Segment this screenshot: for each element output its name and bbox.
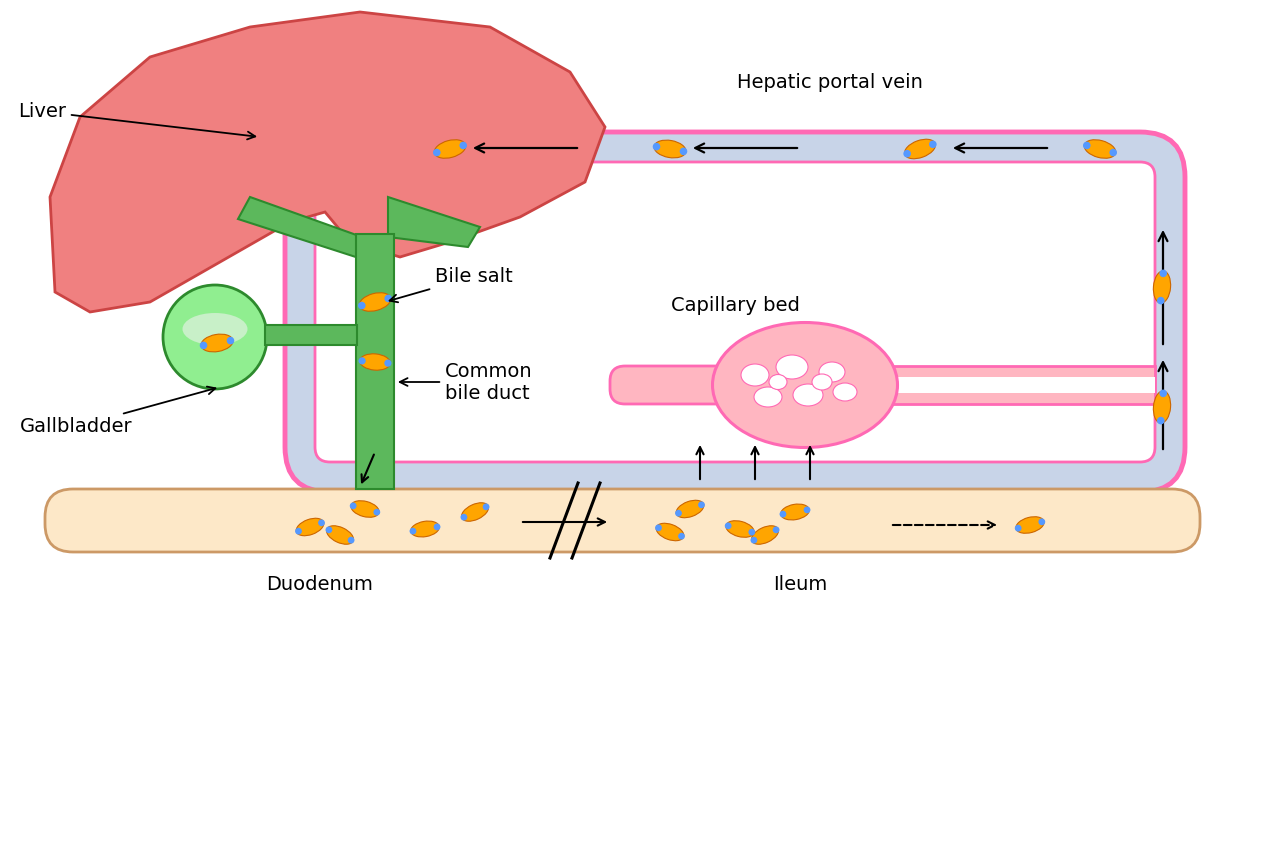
Circle shape — [200, 341, 207, 349]
Circle shape — [680, 147, 687, 155]
Circle shape — [1157, 296, 1165, 304]
Circle shape — [434, 523, 440, 530]
Circle shape — [929, 141, 937, 148]
Circle shape — [724, 523, 732, 529]
Circle shape — [653, 143, 660, 151]
Ellipse shape — [1016, 517, 1044, 534]
Circle shape — [1083, 141, 1091, 149]
Circle shape — [319, 519, 325, 526]
Ellipse shape — [751, 526, 778, 545]
Circle shape — [374, 509, 380, 516]
Circle shape — [1110, 149, 1117, 157]
FancyBboxPatch shape — [356, 234, 394, 489]
Ellipse shape — [296, 518, 324, 535]
Circle shape — [1160, 269, 1167, 277]
FancyBboxPatch shape — [45, 489, 1201, 552]
Ellipse shape — [360, 293, 390, 311]
Ellipse shape — [819, 362, 845, 382]
Circle shape — [1038, 518, 1046, 525]
Circle shape — [780, 511, 786, 518]
Circle shape — [384, 295, 392, 302]
Circle shape — [698, 501, 705, 508]
Ellipse shape — [812, 374, 832, 390]
Circle shape — [325, 527, 333, 534]
Ellipse shape — [654, 140, 686, 158]
Circle shape — [749, 529, 755, 535]
Text: Ileum: Ileum — [773, 575, 827, 595]
Circle shape — [678, 533, 685, 540]
FancyBboxPatch shape — [884, 377, 1155, 393]
Polygon shape — [238, 197, 362, 259]
Circle shape — [675, 510, 682, 517]
Circle shape — [227, 337, 234, 345]
Ellipse shape — [713, 323, 897, 447]
Ellipse shape — [351, 501, 379, 518]
Text: Capillary bed: Capillary bed — [671, 296, 800, 314]
Ellipse shape — [754, 387, 782, 407]
Ellipse shape — [769, 374, 787, 390]
Ellipse shape — [201, 334, 233, 352]
Ellipse shape — [833, 383, 858, 401]
Text: Gallbladder: Gallbladder — [20, 386, 215, 436]
Circle shape — [750, 537, 758, 544]
Circle shape — [1160, 390, 1167, 397]
Circle shape — [804, 507, 810, 513]
Ellipse shape — [411, 521, 439, 537]
Polygon shape — [50, 12, 605, 312]
Ellipse shape — [741, 364, 769, 386]
Circle shape — [461, 514, 467, 521]
Ellipse shape — [676, 501, 704, 518]
Circle shape — [384, 359, 392, 367]
Circle shape — [296, 528, 302, 534]
Circle shape — [358, 302, 366, 309]
Circle shape — [904, 150, 911, 158]
Text: Liver: Liver — [18, 102, 255, 140]
FancyBboxPatch shape — [884, 366, 1155, 404]
Ellipse shape — [1153, 391, 1171, 424]
Circle shape — [410, 528, 416, 534]
Ellipse shape — [183, 313, 247, 345]
Ellipse shape — [462, 503, 489, 521]
Ellipse shape — [726, 521, 754, 537]
Circle shape — [349, 502, 357, 509]
FancyBboxPatch shape — [285, 132, 1185, 492]
FancyBboxPatch shape — [611, 366, 739, 404]
Ellipse shape — [776, 355, 808, 379]
FancyBboxPatch shape — [315, 162, 1155, 462]
Text: Duodenum: Duodenum — [266, 575, 374, 595]
Circle shape — [163, 285, 268, 389]
Circle shape — [433, 149, 440, 157]
Circle shape — [358, 357, 366, 364]
Circle shape — [483, 503, 489, 510]
Text: Bile salt: Bile salt — [389, 267, 513, 302]
Text: Hepatic portal vein: Hepatic portal vein — [737, 73, 923, 91]
Ellipse shape — [1084, 140, 1116, 158]
Ellipse shape — [905, 139, 936, 158]
Polygon shape — [388, 197, 480, 247]
Circle shape — [1015, 525, 1021, 532]
Circle shape — [348, 537, 355, 544]
Circle shape — [460, 141, 467, 149]
Ellipse shape — [794, 384, 823, 406]
Ellipse shape — [657, 523, 684, 540]
Circle shape — [655, 524, 662, 531]
Text: Common
bile duct: Common bile duct — [399, 362, 532, 402]
Polygon shape — [265, 325, 357, 345]
Ellipse shape — [434, 140, 466, 158]
Circle shape — [1157, 417, 1165, 424]
Ellipse shape — [1153, 271, 1171, 303]
Circle shape — [773, 527, 780, 534]
Ellipse shape — [326, 526, 353, 545]
Ellipse shape — [360, 354, 390, 370]
Ellipse shape — [781, 504, 809, 520]
